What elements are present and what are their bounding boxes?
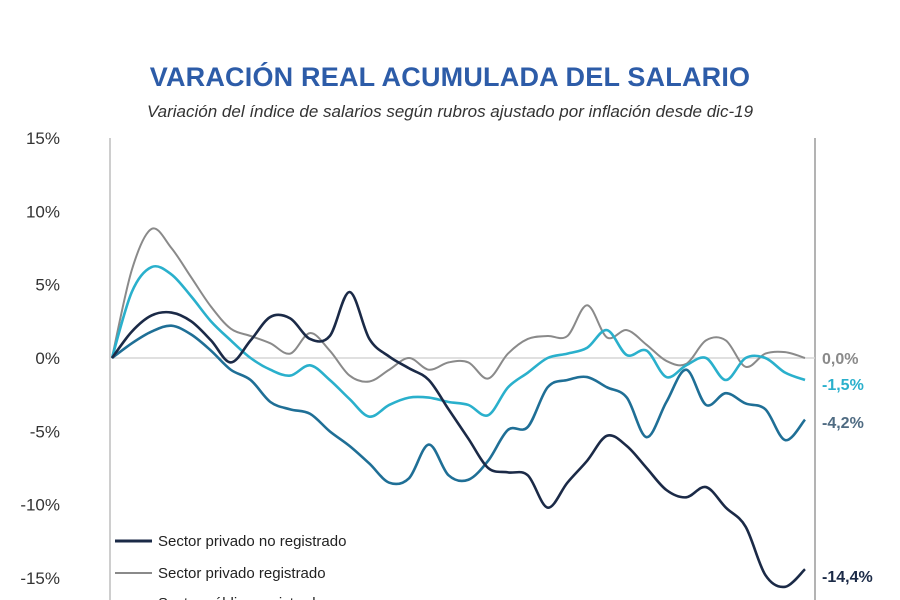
y-tick-label: 10% xyxy=(26,202,60,221)
series-line-1 xyxy=(111,227,806,383)
y-tick-label: -10% xyxy=(20,496,60,515)
chart-title: VARACIÓN REAL ACUMULADA DEL SALARIO xyxy=(149,62,751,92)
y-tick-label: 15% xyxy=(26,129,60,148)
series-line-2 xyxy=(110,264,806,418)
chart-subtitle: Variación del índice de salarios según r… xyxy=(146,102,754,121)
series-line-0 xyxy=(110,290,806,589)
legend-label: Sector público registrado xyxy=(158,595,324,600)
end-value-label: -4,2% xyxy=(822,415,864,432)
legend: Sector privado no registrado Sector priva… xyxy=(115,533,346,600)
end-value-label: 0,0% xyxy=(822,351,858,368)
y-tick-label: -15% xyxy=(20,569,60,588)
y-tick-label: 0% xyxy=(35,349,60,368)
series-line-3 xyxy=(111,324,807,486)
y-tick-label: -5% xyxy=(30,422,60,441)
y-tick-label: 5% xyxy=(35,276,60,295)
end-value-label: -14,4% xyxy=(822,569,873,586)
end-value-label: -1,5% xyxy=(822,377,864,394)
legend-label: Sector privado registrado xyxy=(158,565,326,582)
legend-label: Sector privado no registrado xyxy=(158,533,346,550)
